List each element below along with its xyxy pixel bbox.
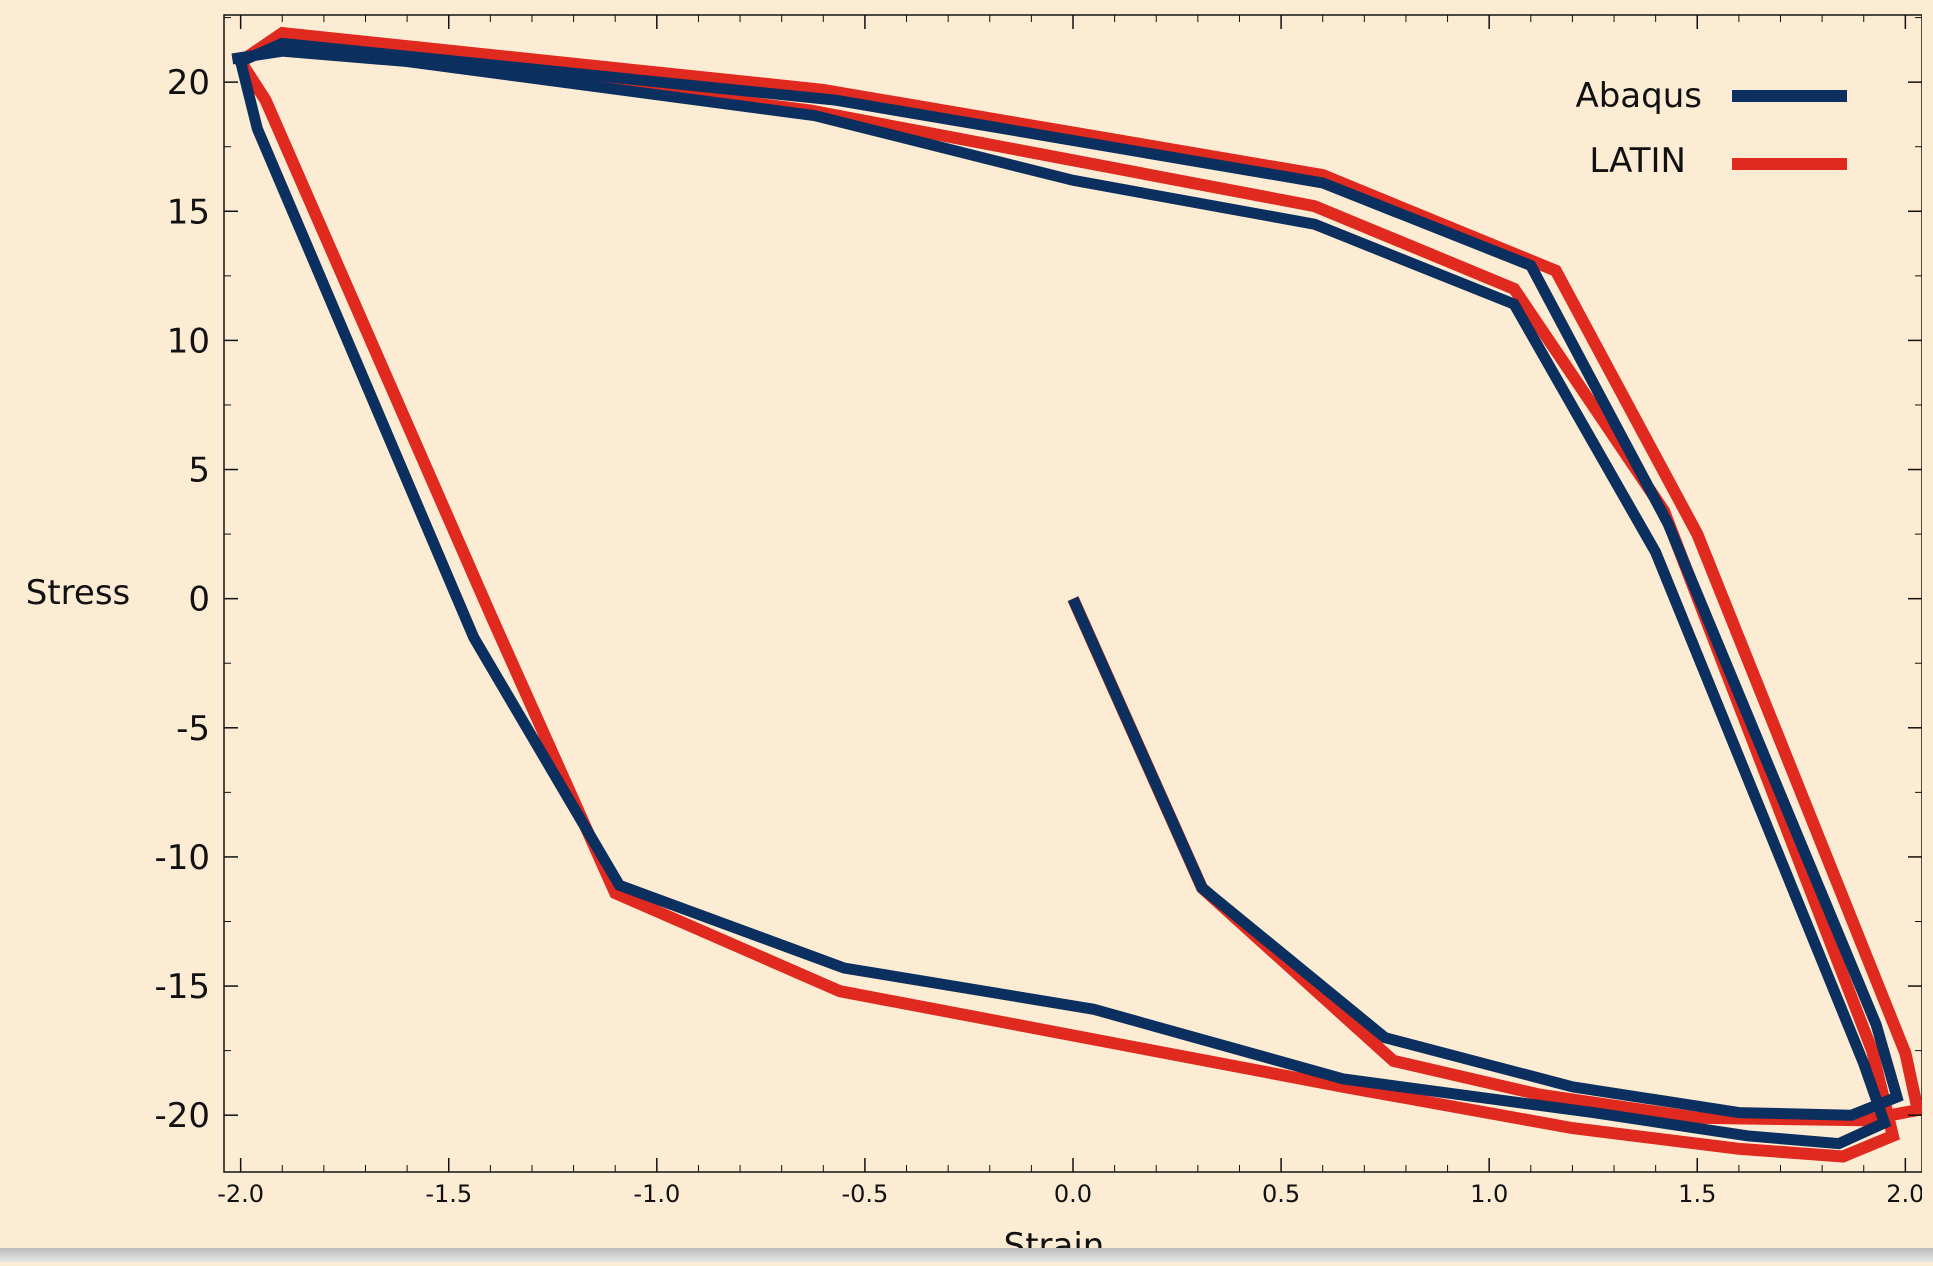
- x-tick-label: 0.5: [1262, 1180, 1300, 1208]
- x-tick-label: -1.0: [633, 1180, 680, 1208]
- x-tick-label: 1.0: [1470, 1180, 1508, 1208]
- x-tick-label: -0.5: [841, 1180, 888, 1208]
- window-edge: [1922, 0, 1933, 1262]
- y-tick-label: 5: [188, 451, 210, 491]
- x-tick-label: -2.0: [217, 1180, 264, 1208]
- y-tick-label: 20: [167, 63, 210, 103]
- legend: Abaqus LATIN: [1575, 76, 1847, 181]
- legend-label-latin: LATIN: [1589, 141, 1686, 181]
- series-line-latin: [232, 26, 1925, 1163]
- y-tick-label: 10: [167, 321, 210, 361]
- y-tick-label: -15: [154, 967, 210, 1007]
- x-tick-label: -1.5: [425, 1180, 472, 1208]
- y-tick-label: -10: [154, 838, 210, 878]
- x-axis-ticks: -2.0 -1.5 -1.0 -0.5 0.0 0.5 1.0 1.5 2.0: [217, 15, 1924, 1208]
- y-tick-label: 0: [188, 580, 210, 620]
- legend-label-abaqus: Abaqus: [1575, 76, 1702, 116]
- series-layer: [231, 26, 1925, 1163]
- y-tick-label: -5: [176, 709, 210, 749]
- x-tick-label: 0.0: [1054, 1180, 1092, 1208]
- y-tick-label: -20: [154, 1096, 210, 1136]
- y-tick-label: 15: [167, 192, 210, 232]
- y-axis-ticks: 20 15 10 5 0 -5 -10 -15 -20: [154, 17, 1922, 1136]
- y-axis-label: Stress: [26, 573, 131, 613]
- x-tick-label: 2.0: [1886, 1180, 1924, 1208]
- x-tick-label: 1.5: [1678, 1180, 1716, 1208]
- window-bottom-edge: [0, 1248, 1933, 1262]
- series-line-abaqus: [231, 37, 1904, 1150]
